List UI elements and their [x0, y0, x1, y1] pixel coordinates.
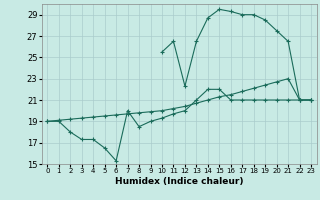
X-axis label: Humidex (Indice chaleur): Humidex (Indice chaleur)	[115, 177, 244, 186]
